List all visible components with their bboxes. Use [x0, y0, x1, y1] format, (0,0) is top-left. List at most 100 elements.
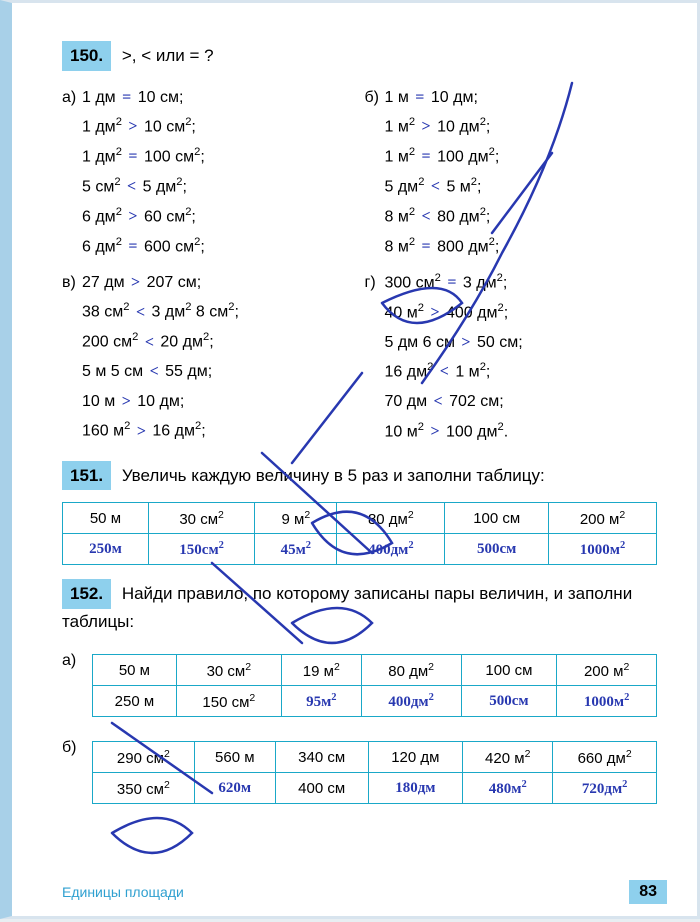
- table-152b-wrap: б) 290 см2560 м340 см120 дм420 м2660 дм2…: [62, 733, 657, 812]
- comparison-row: 1 м2 = 100 дм2;: [365, 142, 658, 172]
- handwritten-operator: =: [420, 148, 433, 165]
- comparison-row: 5 дм2 < 5 м2;: [365, 172, 658, 202]
- handwritten-operator: <: [429, 178, 442, 195]
- table-cell-answer: 400дм2: [337, 534, 445, 565]
- handwritten-operator: =: [120, 89, 133, 106]
- comparison-row: 6 дм2 = 600 см2;: [62, 232, 355, 262]
- comparison-row: 70 дм < 702 см;: [365, 387, 658, 417]
- table-cell: 420 м2: [463, 742, 553, 773]
- comparison-row: 8 м2 < 80 дм2;: [365, 202, 658, 232]
- comparison-row: 10 м2 > 100 дм2.: [365, 417, 658, 447]
- handwritten-operator: <: [432, 393, 445, 410]
- table-cell: 560 м: [194, 742, 275, 773]
- table-cell: 200 м2: [557, 655, 657, 686]
- handwritten-operator: >: [126, 208, 139, 225]
- handwritten-operator: =: [126, 148, 139, 165]
- table-cell: 200 м2: [549, 503, 657, 534]
- table-cell: 500см: [461, 686, 557, 717]
- sublabel-b: б): [62, 733, 86, 757]
- comparison-row: 160 м2 > 16 дм2;: [62, 416, 355, 446]
- task-prompt: Увеличь каждую величину в 5 раз и заполн…: [122, 466, 545, 485]
- handwritten-operator: =: [420, 238, 433, 255]
- table-152a: 50 м30 см219 м280 дм2100 см200 м2 250 м15…: [92, 654, 657, 717]
- comparison-row: 200 см2 < 20 дм2;: [62, 327, 355, 357]
- table-cell: 620м: [194, 773, 275, 804]
- table-cell: 480м2: [463, 773, 553, 804]
- table-cell: 150 см2: [176, 686, 281, 717]
- handwritten-operator: <: [420, 208, 433, 225]
- handwritten-operator: >: [120, 393, 133, 410]
- handwritten-operator: <: [134, 304, 147, 321]
- comparison-row: 5 см2 < 5 дм2;: [62, 172, 355, 202]
- handwritten-operator: >: [135, 423, 148, 440]
- table-cell: 30 см2: [176, 655, 281, 686]
- task-150-head: 150. >, < или = ?: [62, 41, 657, 71]
- table-cell: 19 м2: [281, 655, 361, 686]
- comparison-row: 8 м2 = 800 дм2;: [365, 232, 658, 262]
- task-prompt: Найди правило, по которому записаны пары…: [62, 584, 632, 631]
- comparison-row: б)1 м = 10 дм;: [365, 83, 658, 113]
- handwritten-operator: <: [125, 178, 138, 195]
- comparison-row: 5 дм 6 см > 50 см;: [365, 328, 658, 358]
- table-151: 50 м30 см29 м280 дм2100 см200 м2250м150с…: [62, 502, 657, 565]
- comparison-row: 38 см2 < 3 дм2 8 см2;: [62, 297, 355, 327]
- handwritten-operator: =: [126, 238, 139, 255]
- table-152a-wrap: а) 50 м30 см219 м280 дм2100 см200 м2 250 …: [62, 646, 657, 725]
- table-cell-answer: 500см: [445, 534, 549, 565]
- table-cell: 9 м2: [255, 503, 337, 534]
- task-152-head: 152. Найди правило, по которому записаны…: [62, 579, 657, 634]
- table-cell: 400 см: [275, 773, 368, 804]
- comparison-row: 1 дм2 = 100 см2;: [62, 142, 355, 172]
- table-cell-answer: 45м2: [255, 534, 337, 565]
- handwritten-operator: >: [428, 304, 441, 321]
- column-d: г)300 см2 = 3 дм2;40 м2 > 400 дм2;5 дм 6…: [365, 268, 658, 447]
- comparison-row: 1 дм2 > 10 см2;: [62, 112, 355, 142]
- table-cell: 290 см2: [93, 742, 195, 773]
- table-cell: 100 см: [461, 655, 557, 686]
- handwritten-operator: <: [143, 334, 156, 351]
- table-cell: 720дм2: [553, 773, 657, 804]
- task-number: 152.: [62, 579, 111, 609]
- handwritten-operator: >: [420, 118, 433, 135]
- sublabel-a: а): [62, 646, 86, 670]
- comparison-row: а)1 дм = 10 см;: [62, 83, 355, 113]
- table-cell: 50 м: [63, 503, 149, 534]
- table-cell: 250 м: [93, 686, 177, 717]
- table-cell: 1000м2: [557, 686, 657, 717]
- table-cell-answer: 250м: [63, 534, 149, 565]
- table-cell: 660 дм2: [553, 742, 657, 773]
- column-a: а)1 дм = 10 см;1 дм2 > 10 см2;1 дм2 = 10…: [62, 83, 355, 262]
- table-cell: 400дм2: [361, 686, 461, 717]
- comparison-row: 16 дм2 < 1 м2;: [365, 357, 658, 387]
- handwritten-operator: >: [428, 423, 441, 440]
- comparison-row: 10 м > 10 дм;: [62, 387, 355, 417]
- comparison-row: 1 м2 > 10 дм2;: [365, 112, 658, 142]
- task-number: 150.: [62, 41, 111, 71]
- table-cell: 350 см2: [93, 773, 195, 804]
- task-150-row2: в)27 дм > 207 см;38 см2 < 3 дм2 8 см2;20…: [62, 268, 657, 447]
- comparison-row: 40 м2 > 400 дм2;: [365, 298, 658, 328]
- task-prompt: >, < или = ?: [122, 46, 214, 65]
- handwritten-operator: >: [126, 118, 139, 135]
- table-cell: 340 см: [275, 742, 368, 773]
- table-cell-answer: 1000м2: [549, 534, 657, 565]
- table-cell: 80 дм2: [361, 655, 461, 686]
- handwritten-operator: >: [459, 334, 472, 351]
- comparison-row: г)300 см2 = 3 дм2;: [365, 268, 658, 298]
- table-152b: 290 см2560 м340 см120 дм420 м2660 дм2350…: [92, 741, 657, 804]
- handwritten-operator: <: [438, 363, 451, 380]
- column-c: в)27 дм > 207 см;38 см2 < 3 дм2 8 см2;20…: [62, 268, 355, 447]
- task-151-head: 151. Увеличь каждую величину в 5 раз и з…: [62, 461, 657, 491]
- comparison-row: 5 м 5 см < 55 дм;: [62, 357, 355, 387]
- handwritten-operator: =: [413, 89, 426, 106]
- table-cell: 95м2: [281, 686, 361, 717]
- comparison-row: 6 дм2 > 60 см2;: [62, 202, 355, 232]
- table-cell: 80 дм2: [337, 503, 445, 534]
- column-b: б)1 м = 10 дм;1 м2 > 10 дм2;1 м2 = 100 д…: [365, 83, 658, 262]
- table-cell: 30 см2: [148, 503, 254, 534]
- page-number: 83: [629, 880, 667, 904]
- task-150-row1: а)1 дм = 10 см;1 дм2 > 10 см2;1 дм2 = 10…: [62, 83, 657, 262]
- table-cell: 50 м: [93, 655, 177, 686]
- handwritten-operator: =: [445, 274, 458, 291]
- table-cell-answer: 150см2: [148, 534, 254, 565]
